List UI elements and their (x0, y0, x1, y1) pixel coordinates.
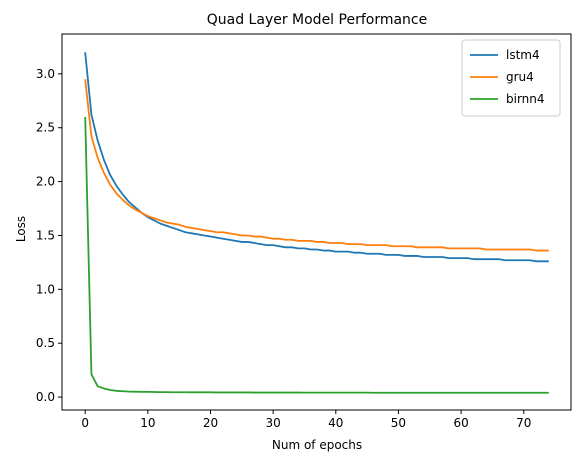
y-tick-label: 0.0 (36, 390, 55, 404)
legend-label-birnn4: birnn4 (506, 92, 545, 106)
y-tick-label: 2.5 (36, 121, 55, 135)
series-line-gru4 (84, 79, 549, 252)
y-axis-label: Loss (14, 216, 28, 242)
x-tick-label: 30 (266, 416, 281, 430)
series-line-lstm4 (84, 52, 549, 263)
legend-box (461, 39, 561, 117)
legend: lstm4 gru4 birnn4 (461, 39, 561, 117)
x-tick-label: 10 (140, 416, 155, 430)
y-tick-label: 0.5 (36, 336, 55, 350)
x-tick-label: 40 (328, 416, 343, 430)
plot-area: 0 10 20 30 40 50 60 70 0.0 0.5 1.0 1.5 2.0 2.5 3.0 (36, 33, 572, 430)
y-tick-label: 1.5 (36, 228, 55, 242)
y-tick-label: 1.0 (36, 282, 55, 296)
x-tick-label: 20 (203, 416, 218, 430)
x-tick-label: 0 (81, 416, 89, 430)
y-tick-label: 2.0 (36, 175, 55, 189)
axes-frame (61, 33, 572, 411)
x-tick-label: 70 (516, 416, 531, 430)
y-tick-label: 3.0 (36, 67, 55, 81)
series-line-birnn4 (84, 116, 549, 394)
x-tick-label: 50 (391, 416, 406, 430)
legend-label-lstm4: lstm4 (506, 48, 540, 62)
chart-title: Quad Layer Model Performance (207, 12, 428, 28)
x-tick-label: 60 (453, 416, 468, 430)
x-axis-label: Num of epochs (272, 438, 362, 452)
legend-label-gru4: gru4 (506, 70, 534, 84)
